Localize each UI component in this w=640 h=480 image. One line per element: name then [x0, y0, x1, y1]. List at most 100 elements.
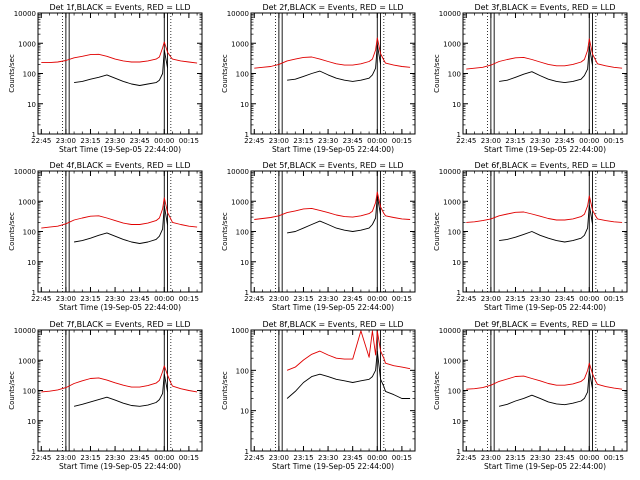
x-tick-label: 22:45: [456, 454, 476, 462]
x-tick-label: 22:45: [244, 295, 264, 303]
y-tick-label: 1: [457, 448, 461, 456]
y-tick-label: 10000: [439, 327, 461, 335]
lld-series-line: [466, 195, 623, 223]
x-axis-label: Start Time (19-Sep-05 22:44:00): [59, 145, 181, 154]
y-axis-label: Counts/sec: [8, 371, 16, 410]
x-axis-label: Start Time (19-Sep-05 22:44:00): [484, 145, 606, 154]
x-tick-label: 23:00: [269, 454, 289, 462]
x-tick-label: 22:45: [456, 137, 476, 145]
lld-series-line: [254, 191, 411, 220]
x-tick-label: 00:15: [392, 454, 412, 462]
y-tick-label: 100: [236, 71, 249, 79]
x-axis-label: Start Time (19-Sep-05 22:44:00): [59, 303, 181, 312]
x-tick-label: 00:15: [179, 295, 199, 303]
x-tick-label: 23:00: [56, 137, 76, 145]
x-tick-label: 00:00: [367, 137, 387, 145]
chart-panel: Det 8f,BLACK = Events, RED = LLD 1 10 100 10…: [221, 320, 416, 471]
x-tick-label: 23:00: [56, 295, 76, 303]
y-tick-label: 1: [457, 289, 461, 297]
x-tick-label: 00:15: [179, 137, 199, 145]
chart-title: Det 4f,BLACK = Events, RED = LLD: [49, 161, 190, 170]
y-tick-label: 100: [448, 229, 461, 237]
y-axis-label: Counts/sec: [8, 54, 16, 93]
x-tick-label: 00:15: [179, 454, 199, 462]
y-tick-label: 10000: [439, 10, 461, 18]
chart-title: Det 3f,BLACK = Events, RED = LLD: [474, 3, 615, 12]
chart-title: Det 9f,BLACK = Events, RED = LLD: [474, 320, 615, 329]
y-tick-label: 10000: [14, 10, 36, 18]
x-tick-label: 23:15: [293, 137, 313, 145]
y-tick-label: 1: [457, 131, 461, 139]
chart-panel: Det 4f,BLACK = Events, RED = LLD 1 10 100 10…: [8, 161, 203, 312]
x-tick-label: 23:45: [555, 295, 575, 303]
y-tick-label: 10: [452, 418, 461, 426]
x-tick-label: 23:15: [80, 137, 100, 145]
x-tick-label: 23:00: [56, 454, 76, 462]
y-tick-label: 1000: [18, 40, 36, 48]
x-tick-label: 23:00: [481, 137, 501, 145]
y-axis-label: Counts/sec: [221, 212, 229, 251]
events-series-line: [287, 44, 382, 82]
y-tick-label: 1: [245, 448, 249, 456]
events-series-line: [287, 195, 382, 234]
events-series-line: [73, 373, 169, 407]
y-tick-label: 10: [240, 408, 249, 416]
x-tick-label: 00:00: [367, 295, 387, 303]
x-tick-label: 00:00: [154, 137, 174, 145]
y-tick-label: 1000: [18, 357, 36, 365]
events-series-line: [74, 205, 169, 244]
y-tick-label: 10: [452, 101, 461, 109]
y-axis-label: Counts/sec: [221, 54, 229, 93]
y-tick-label: 1000: [18, 198, 36, 206]
x-tick-label: 23:15: [505, 295, 525, 303]
x-tick-label: 00:15: [392, 295, 412, 303]
x-tick-label: 23:30: [105, 454, 125, 462]
y-axis-label: Counts/sec: [8, 212, 16, 251]
x-tick-label: 23:30: [530, 454, 550, 462]
chart-panel: Det 9f,BLACK = Events, RED = LLD 1 10 100 10…: [433, 320, 628, 471]
y-tick-label: 10000: [227, 168, 249, 176]
y-tick-label: 10: [27, 418, 36, 426]
x-tick-label: 00:00: [367, 454, 387, 462]
x-tick-label: 23:45: [130, 137, 150, 145]
x-tick-label: 23:45: [555, 137, 575, 145]
lld-series-line: [41, 365, 198, 393]
y-tick-label: 1000: [231, 40, 249, 48]
x-tick-label: 23:45: [555, 454, 575, 462]
y-tick-label: 100: [23, 71, 36, 79]
x-tick-label: 23:00: [269, 295, 289, 303]
x-tick-label: 00:15: [392, 137, 412, 145]
lld-series-line: [466, 362, 623, 390]
chart-panel: Det 7f,BLACK = Events, RED = LLD 1 10 100 10…: [8, 320, 203, 471]
y-tick-label: 100: [448, 388, 461, 396]
y-tick-label: 10: [240, 259, 249, 267]
y-tick-label: 1000: [443, 357, 461, 365]
chart-panel: Det 5f,BLACK = Events, RED = LLD 1 10 100 10…: [221, 161, 416, 312]
x-tick-label: 23:30: [105, 137, 125, 145]
x-tick-label: 22:45: [31, 137, 51, 145]
x-tick-label: 23:15: [505, 454, 525, 462]
y-tick-label: 100: [236, 229, 249, 237]
chart-title: Det 7f,BLACK = Events, RED = LLD: [49, 320, 190, 329]
x-axis-label: Start Time (19-Sep-05 22:44:00): [484, 462, 606, 471]
x-tick-label: 23:30: [318, 137, 338, 145]
x-tick-label: 00:15: [604, 137, 624, 145]
x-tick-label: 23:00: [269, 137, 289, 145]
y-tick-label: 10: [27, 259, 36, 267]
x-tick-label: 23:15: [80, 454, 100, 462]
x-axis-label: Start Time (19-Sep-05 22:44:00): [272, 303, 394, 312]
lld-series-line: [41, 197, 198, 229]
x-axis-label: Start Time (19-Sep-05 22:44:00): [59, 462, 181, 471]
y-tick-label: 1000: [231, 327, 249, 335]
y-tick-label: 10: [452, 259, 461, 267]
chart-panel: Det 1f,BLACK = Events, RED = LLD 1 10 100 10…: [8, 3, 203, 154]
plot-frame: [250, 329, 416, 452]
lld-series-line: [254, 37, 411, 69]
x-tick-label: 23:45: [343, 454, 363, 462]
chart-title: Det 2f,BLACK = Events, RED = LLD: [262, 3, 403, 12]
x-tick-label: 00:00: [154, 454, 174, 462]
x-tick-label: 22:45: [456, 295, 476, 303]
x-tick-label: 23:45: [343, 137, 363, 145]
chart-panel: Det 6f,BLACK = Events, RED = LLD 1 10 100 10…: [433, 161, 628, 312]
